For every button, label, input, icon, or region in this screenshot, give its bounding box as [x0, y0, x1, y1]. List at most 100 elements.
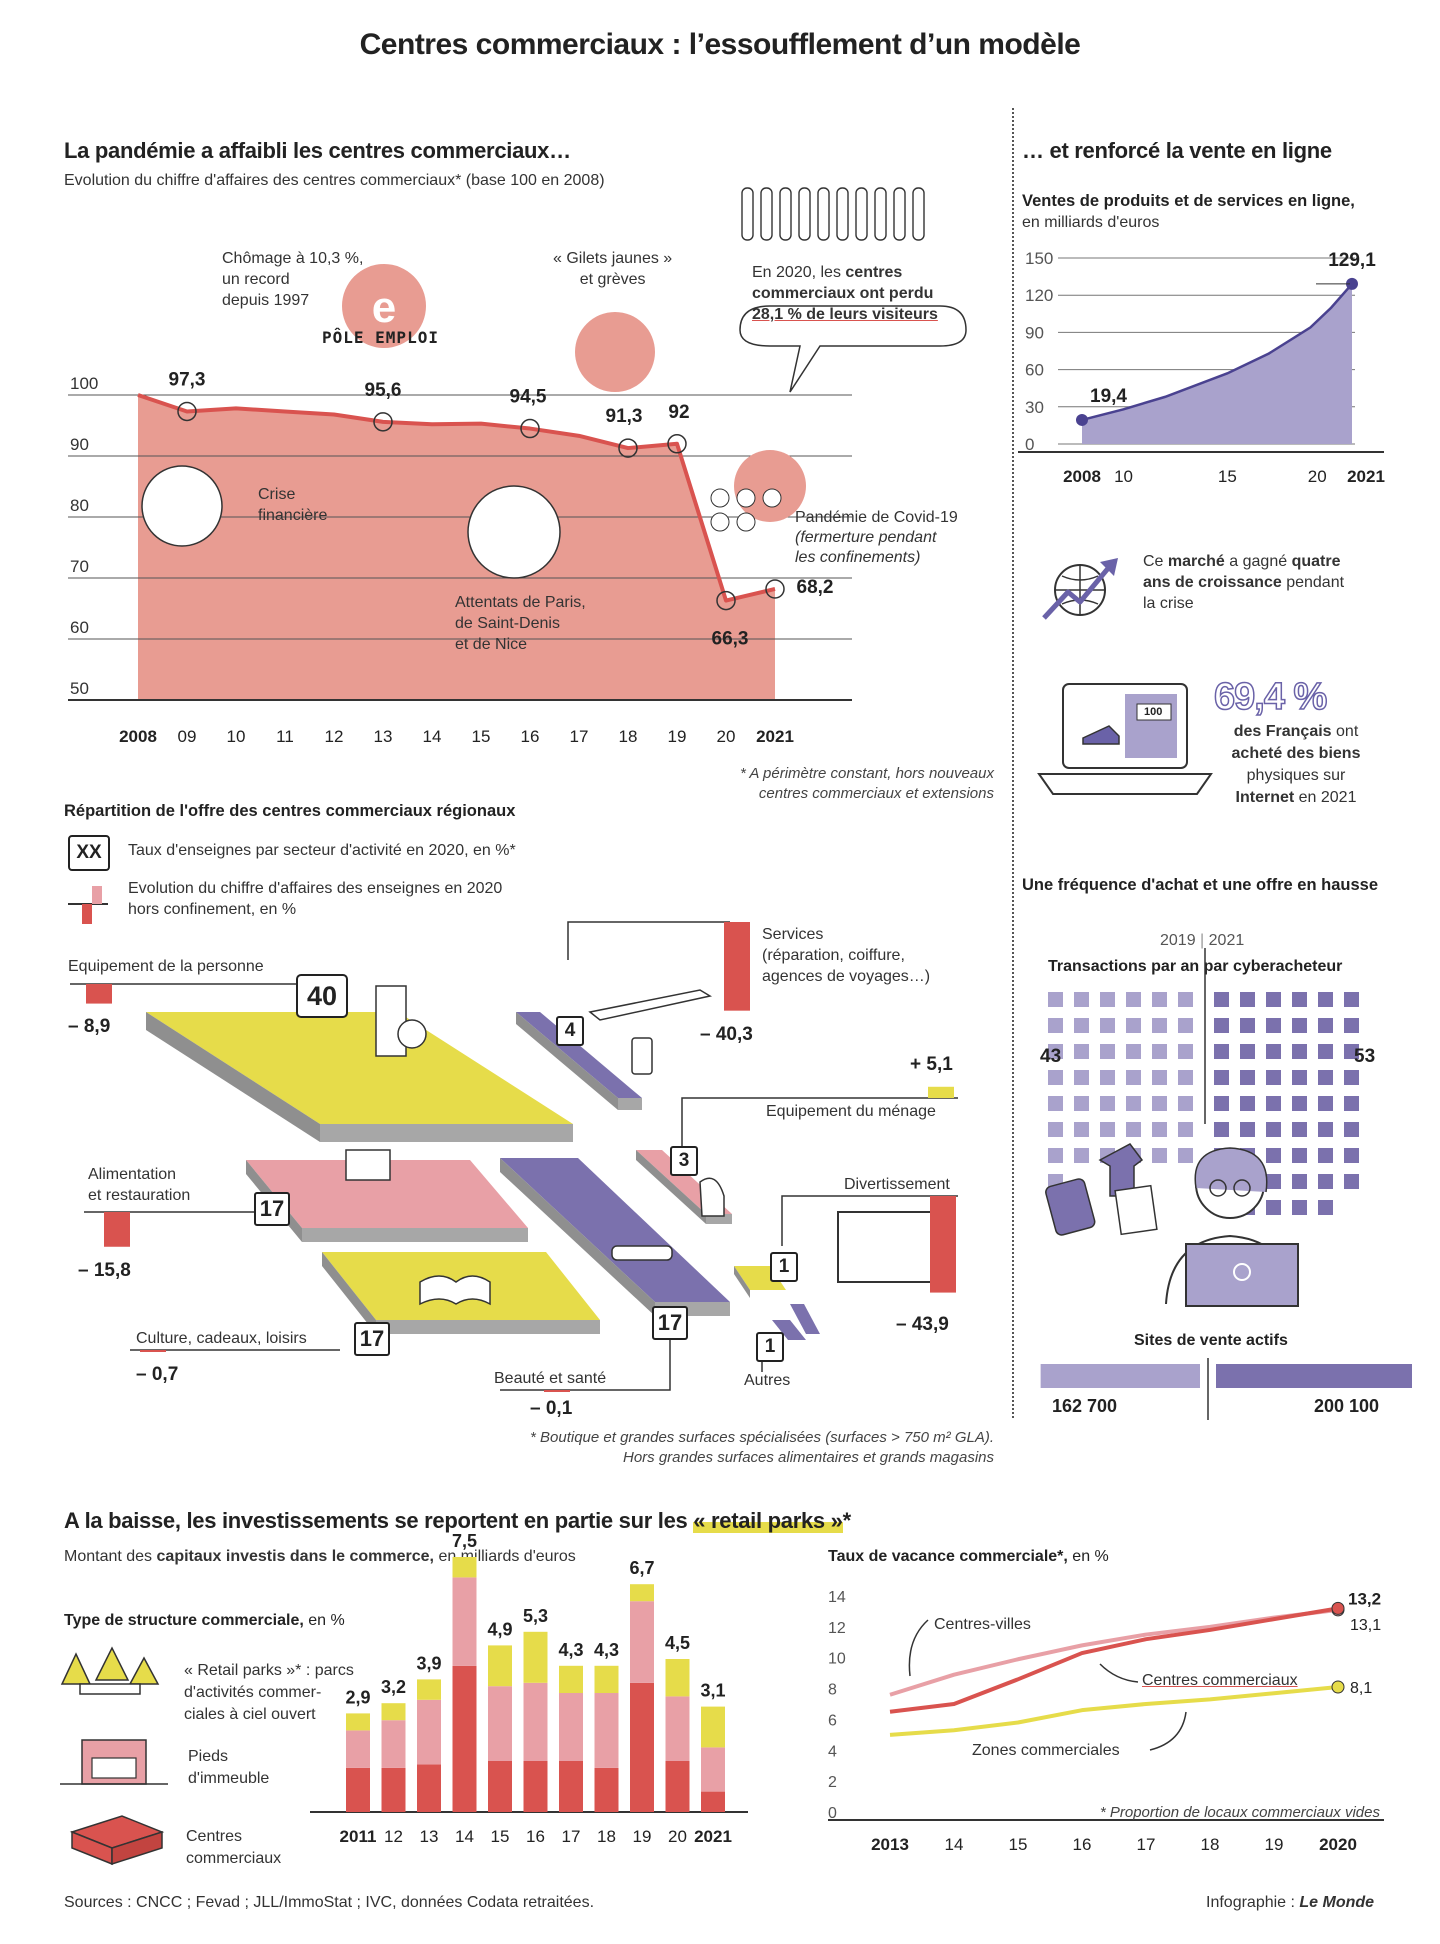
legend-change-icon [68, 886, 108, 924]
bar-segment [452, 1665, 477, 1812]
frequency-years: 2019 | 2021 [1160, 932, 1245, 949]
data-point-marker [520, 418, 540, 439]
bubble-chomage [342, 264, 426, 348]
bar-segment [452, 1557, 477, 1578]
plane-icon [588, 989, 713, 1021]
y-tick-label: 30 [1025, 398, 1044, 417]
transaction-dot-2021 [1318, 1018, 1333, 1033]
visitor-figure-icon [798, 187, 811, 241]
percent-bold: acheté des biens [1231, 745, 1361, 762]
online-area-fill [1082, 283, 1352, 444]
transaction-dot-2019 [1048, 1148, 1063, 1163]
transaction-dot-2021 [1266, 1148, 1281, 1163]
growth-globe-icon [1042, 558, 1118, 620]
visitor-figure-icon [817, 187, 830, 241]
share-box-equipement-personne: 40 [296, 974, 348, 1018]
end-label: 8,1 [1350, 1680, 1372, 1697]
annotation-line: Pandémie de Covid-19 [795, 509, 958, 526]
online-line [1081, 283, 1353, 422]
data-label: 66,3 [712, 629, 749, 650]
change-value-equipement-personne: – 8,9 [68, 1016, 111, 1037]
transaction-dot-2021 [1240, 1018, 1255, 1033]
y-tick-label: 4 [828, 1743, 837, 1760]
bar-segment [630, 1584, 654, 1602]
share-box-beaute: 17 [652, 1306, 688, 1340]
transaction-dot-2019 [1074, 1148, 1089, 1163]
bar-segment [346, 1713, 370, 1731]
x-tick-label: 2008 [119, 727, 157, 746]
transaction-dot-2021 [1292, 992, 1307, 1007]
share-box-equipement-menage: 3 [670, 1146, 698, 1176]
vacancy-line [889, 1606, 1339, 1714]
vacuum-icon [699, 1177, 725, 1217]
virus-icon [710, 512, 730, 532]
percent-text: physiques sur [1246, 767, 1346, 784]
transaction-dot-2021 [1240, 1070, 1255, 1085]
share-box-alimentation: 17 [254, 1192, 290, 1226]
bar-segment [665, 1761, 690, 1812]
annotation-bold: commerciaux ont perdu [752, 285, 934, 302]
transaction-dot-2021 [1266, 1044, 1281, 1059]
bar-segment [594, 1665, 619, 1693]
heading-text: A la baisse, les investissements se repo… [64, 1508, 688, 1533]
bar-segment [523, 1761, 548, 1812]
transaction-dot-2019 [1074, 1070, 1089, 1085]
transaction-dot-2021 [1240, 992, 1255, 1007]
growth-text: pendant [1286, 574, 1345, 591]
y-tick-label: 120 [1025, 286, 1053, 305]
bubble-attentats [467, 485, 561, 579]
annotation-line: Crise [258, 486, 296, 503]
annotation-line: un record [222, 271, 290, 288]
sites-bar-2019 [1040, 1364, 1200, 1388]
data-label: 91,3 [606, 406, 643, 427]
growth-text: la crise [1143, 595, 1194, 612]
transactions-label: Transactions par an par cyberacheteur [1048, 958, 1343, 975]
transaction-dot-2021 [1318, 1096, 1333, 1111]
sector-name-equipement-menage: Equipement du ménage [766, 1103, 936, 1120]
washing-machine-icon [397, 1019, 427, 1049]
bubble-crise [141, 465, 223, 547]
sector-name-line: et restauration [88, 1187, 191, 1204]
cyberacheteur-illustration [1045, 1143, 1299, 1307]
bar-total-label: 4,3 [594, 1640, 619, 1660]
x-tick-label: 12 [325, 727, 344, 746]
x-tick-label: 20 [717, 727, 736, 746]
transaction-dot-2021 [1292, 1070, 1307, 1085]
transaction-dot-2019 [1048, 1096, 1063, 1111]
visitor-figure-icon [874, 187, 887, 241]
footnote-line: Hors grandes surfaces alimentaires et gr… [622, 1449, 994, 1466]
transaction-dot-2019 [1074, 1018, 1089, 1033]
bar-segment [488, 1686, 512, 1761]
y-tick-label: 100 [70, 374, 98, 393]
heading-star: * [842, 1508, 852, 1533]
vacancy-title: Taux de vacance commerciale*, en % [828, 1548, 1109, 1566]
data-label: 95,6 [365, 380, 402, 401]
legend-line: ciales à ciel ouvert [184, 1706, 316, 1723]
transaction-dot-2019 [1100, 1122, 1115, 1137]
bar-segment [523, 1631, 548, 1683]
transaction-dot-2019 [1178, 1096, 1193, 1111]
ca-line [137, 393, 776, 603]
transaction-dot-2019 [1126, 992, 1141, 1007]
legend-change-text: Evolution du chiffre d'affaires des ense… [128, 878, 502, 920]
section-heading-investissements: A la baisse, les investissements se repo… [64, 1508, 851, 1534]
transaction-dot-2021 [1292, 1096, 1307, 1111]
transaction-dot-2019 [1152, 1096, 1167, 1111]
data-point-marker [1076, 413, 1088, 426]
label-arrow [908, 1619, 929, 1677]
transaction-dot-2019 [1100, 1044, 1115, 1059]
sector-name-divertissement: Divertissement [844, 1176, 950, 1193]
transaction-dot-2019 [1178, 992, 1193, 1007]
data-point-marker [1346, 277, 1358, 290]
change-bar [86, 984, 112, 1004]
visitor-figure-icon [836, 187, 849, 241]
y-tick-label: 150 [1025, 249, 1053, 268]
change-bar [544, 1390, 570, 1392]
data-point-marker [618, 438, 638, 458]
annotation-line: financière [258, 507, 328, 524]
transaction-dot-2019 [1152, 992, 1167, 1007]
legend-line: commerciaux [186, 1850, 282, 1867]
bar-segment [452, 1577, 477, 1666]
annotation-crise: Crise financière [258, 484, 327, 526]
share-box-services: 4 [556, 1016, 584, 1046]
